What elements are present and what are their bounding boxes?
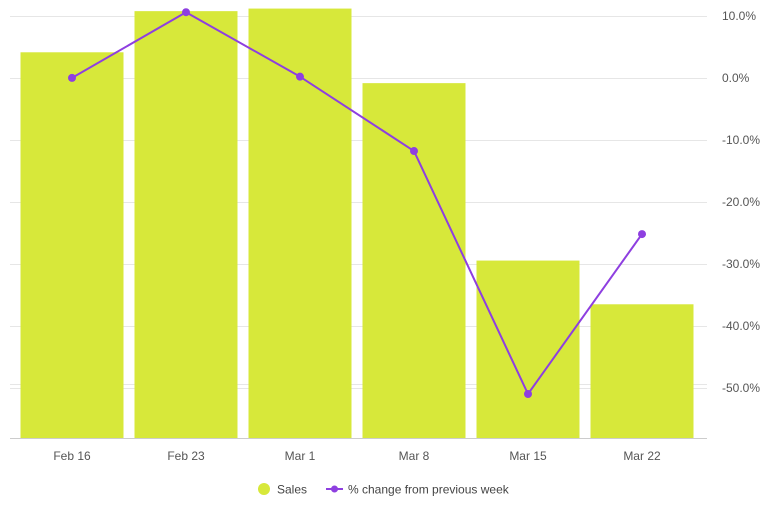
legend-sales-marker — [258, 483, 270, 495]
pct-change-point[interactable] — [638, 230, 646, 239]
sales-bar[interactable] — [590, 304, 694, 438]
x-tick-label: Feb 16 — [53, 449, 91, 463]
x-axis-ticks: Feb 16 Feb 23 Mar 1 Mar 8 Mar 15 Mar 22 — [53, 449, 661, 463]
y-tick-label: -40.0% — [722, 319, 760, 333]
legend-sales-label: Sales — [277, 483, 307, 497]
pct-change-point[interactable] — [524, 389, 532, 398]
x-tick-label: Mar 1 — [285, 449, 316, 463]
sales-bars — [20, 8, 694, 439]
legend-pct-change-label: % change from previous week — [348, 483, 510, 497]
pct-change-polyline — [71, 11, 643, 395]
y-tick-label: 10.0% — [722, 9, 756, 23]
y-axis-right-ticks: 10.0% 0.0% -10.0% -20.0% -30.0% -40.0% -50.0% — [722, 9, 760, 395]
legend-pct-change-marker — [331, 485, 338, 493]
y-tick-label: -10.0% — [722, 133, 760, 147]
x-tick-label: Mar 22 — [623, 449, 661, 463]
x-tick-label: Mar 8 — [399, 449, 430, 463]
sales-bar[interactable] — [20, 52, 124, 439]
pct-change-point[interactable] — [182, 8, 190, 17]
pct-change-point[interactable] — [68, 73, 76, 82]
sales-bar[interactable] — [134, 11, 238, 439]
y-tick-label: -30.0% — [722, 257, 760, 271]
pct-change-point[interactable] — [410, 147, 418, 156]
y-tick-label: -50.0% — [722, 381, 760, 395]
legend: Sales % change from previous week — [258, 483, 510, 497]
legend-item-sales[interactable]: Sales — [258, 483, 307, 497]
y-tick-label: -20.0% — [722, 195, 760, 209]
pct-change-line — [68, 8, 646, 398]
x-tick-label: Mar 15 — [509, 449, 547, 463]
y-tick-label: 0.0% — [722, 71, 750, 85]
gridlines — [10, 16, 707, 389]
pct-change-point[interactable] — [296, 72, 304, 81]
x-tick-label: Feb 23 — [167, 449, 205, 463]
sales-bar[interactable] — [476, 260, 580, 438]
sales-bar[interactable] — [362, 83, 466, 439]
legend-item-pct-change[interactable]: % change from previous week — [326, 483, 510, 497]
